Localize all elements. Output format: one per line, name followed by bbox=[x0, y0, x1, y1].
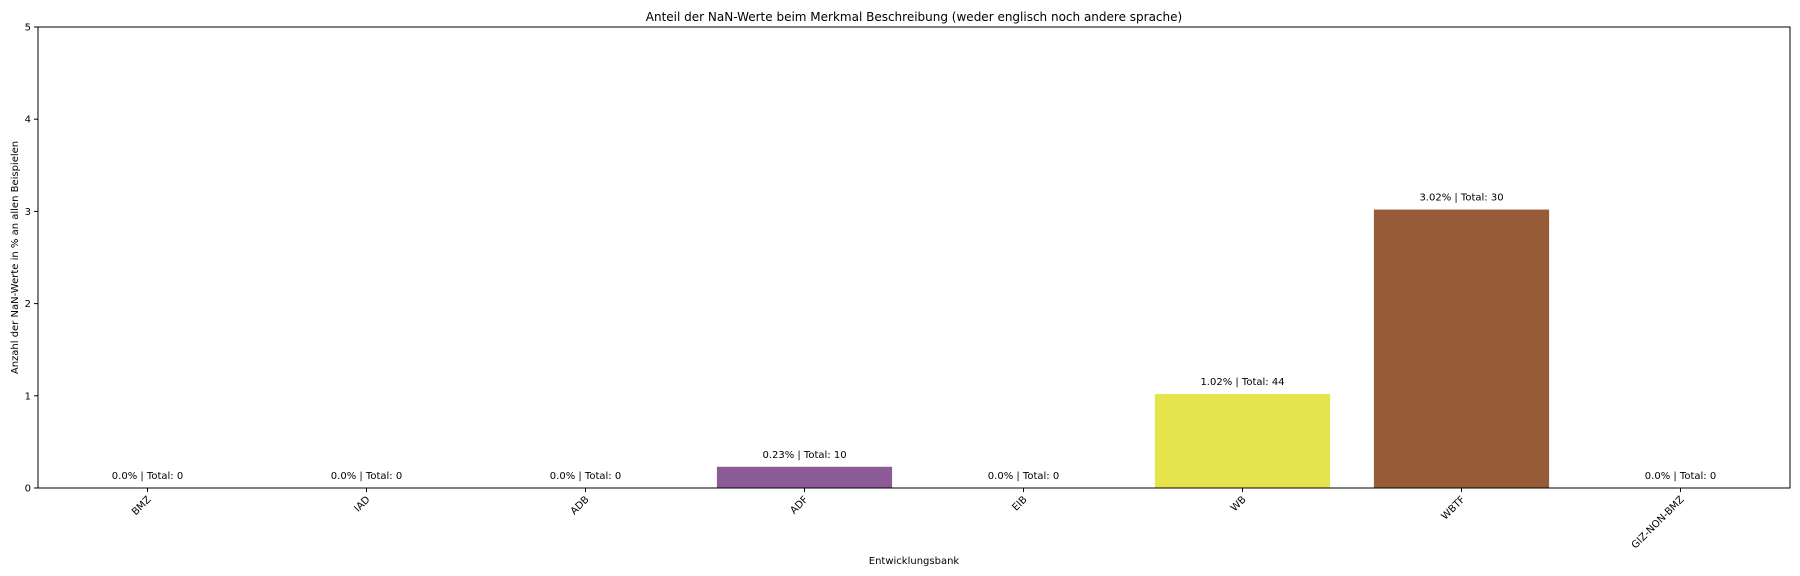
data-label-wb: 1.02% | Total: 44 bbox=[1200, 377, 1284, 388]
data-label-eib: 0.0% | Total: 0 bbox=[988, 471, 1059, 482]
x-tick-label-wb: WB bbox=[1229, 494, 1249, 514]
data-label-wbtf: 3.02% | Total: 30 bbox=[1419, 193, 1503, 204]
y-axis: 0 1 2 3 4 5 bbox=[25, 23, 38, 495]
data-label-bmz: 0.0% | Total: 0 bbox=[112, 471, 183, 482]
bar-wb bbox=[1154, 393, 1331, 488]
x-tick-label-wbtf: WBTF bbox=[1440, 494, 1468, 522]
y-tick-label: 3 bbox=[25, 207, 31, 218]
x-tick-label-adb: ADB bbox=[569, 494, 592, 517]
x-axis-title: Entwicklungsbank bbox=[869, 556, 960, 567]
x-tick-label-eib: EIB bbox=[1010, 494, 1029, 513]
y-tick-label: 0 bbox=[25, 484, 31, 495]
y-tick-label: 1 bbox=[25, 391, 31, 402]
data-label-giz-non-bmz: 0.0% | Total: 0 bbox=[1645, 471, 1716, 482]
x-tick-label-iad: IAD bbox=[352, 494, 372, 514]
bars-layer bbox=[716, 209, 1550, 488]
data-label-adf: 0.23% | Total: 10 bbox=[762, 450, 846, 461]
chart-title: Anteil der NaN-Werte beim Merkmal Beschr… bbox=[646, 10, 1182, 24]
bar-wbtf bbox=[1373, 209, 1550, 488]
x-tick-label-giz-non-bmz: GIZ-NON-BMZ bbox=[1630, 494, 1687, 551]
y-axis-title: Anzahl der NaN-Werte in % an allen Beisp… bbox=[10, 141, 21, 374]
data-label-adb: 0.0% | Total: 0 bbox=[550, 471, 621, 482]
y-tick-label: 2 bbox=[25, 299, 31, 310]
plot-frame bbox=[37, 26, 1791, 489]
y-tick-label: 4 bbox=[25, 115, 31, 126]
x-axis: BMZ IAD ADB ADF EIB WB WBTF GIZ-NON-BMZ bbox=[130, 488, 1687, 551]
data-labels-layer: 0.0% | Total: 0 0.0% | Total: 0 0.0% | Tot… bbox=[112, 193, 1716, 482]
y-tick-label: 5 bbox=[25, 23, 31, 34]
data-label-iad: 0.0% | Total: 0 bbox=[331, 471, 402, 482]
bar-adf bbox=[716, 466, 893, 488]
x-tick-label-adf: ADF bbox=[788, 494, 810, 516]
x-tick-label-bmz: BMZ bbox=[130, 494, 154, 518]
